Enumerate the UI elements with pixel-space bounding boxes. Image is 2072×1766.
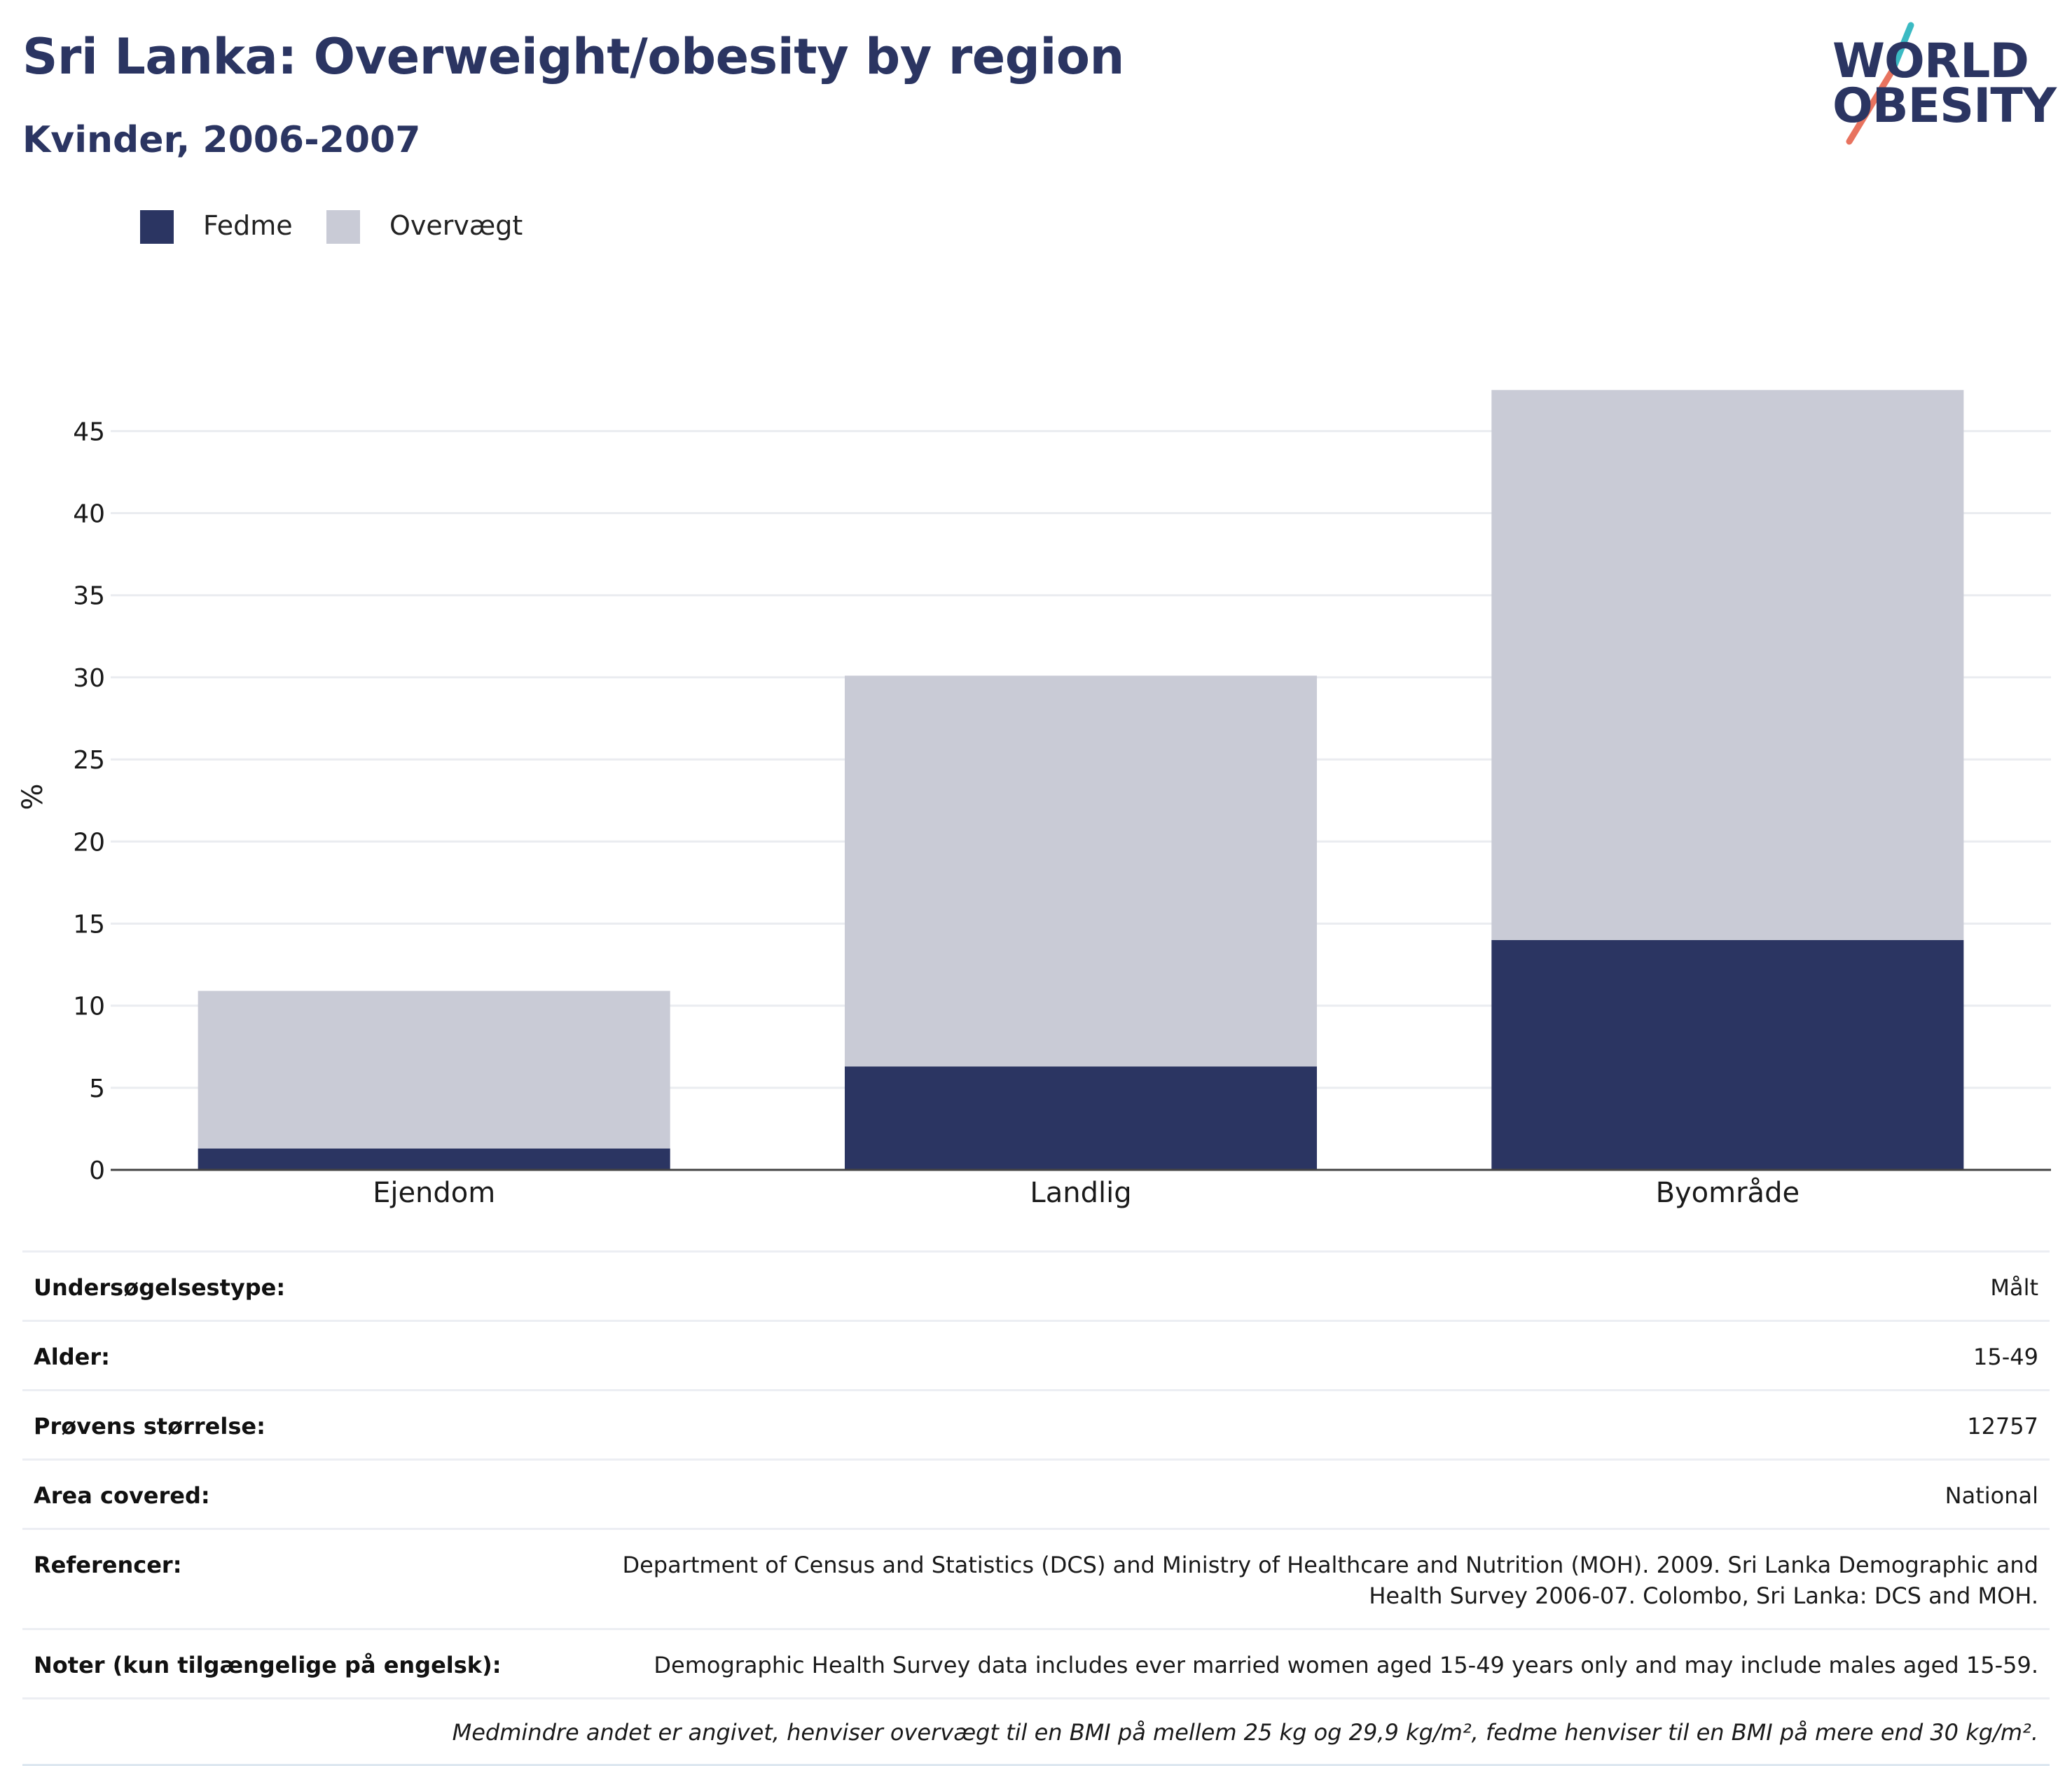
info-value: 15-49 (1973, 1344, 2038, 1370)
info-row: Alder: 15-49 (22, 1320, 2050, 1389)
info-key: Prøvens størrelse: (34, 1413, 265, 1440)
y-tick-label: 40 (73, 500, 105, 529)
world-obesity-logo: WORLD OBESITY (1828, 21, 2059, 147)
info-row: Area covered: National (22, 1458, 2050, 1528)
y-tick-label: 5 (89, 1075, 105, 1103)
info-value: National (1945, 1482, 2038, 1509)
y-tick-label: 20 (73, 828, 105, 857)
bar-fedme-0[interactable] (198, 1148, 670, 1170)
x-tick-labels: Ejendom Landlig Byområde (373, 1177, 1800, 1209)
info-row: Prøvens størrelse: 12757 (22, 1389, 2050, 1458)
y-tick-label: 35 (73, 582, 105, 611)
info-key: Noter (kun tilgængelige på engelsk): (34, 1652, 502, 1678)
info-value: Målt (1990, 1274, 2038, 1301)
y-tick-label: 0 (89, 1157, 105, 1185)
info-value: Demographic Health Survey data includes … (654, 1652, 2038, 1678)
info-row: Referencer: Department of Census and Stat… (22, 1528, 2050, 1628)
bar-fedme-1[interactable] (844, 1066, 1318, 1170)
chart-subtitle: Kvinder, 2006-2007 (22, 119, 421, 161)
legend-label-fedme: Fedme (203, 210, 293, 241)
info-key: Alder: (34, 1344, 110, 1370)
legend-label-overvaegt: Overvægt (389, 210, 523, 241)
definition-footnote: Medmindre andet er angivet, henviser ove… (22, 1697, 2050, 1766)
logo-text-obesity: OBESITY (1832, 78, 2057, 134)
y-tick-label: 15 (73, 910, 105, 939)
logo-text-world: WORLD (1832, 34, 2029, 89)
x-tick-label: Landlig (1030, 1177, 1131, 1209)
bar-overv-gt-0[interactable] (198, 991, 670, 1149)
info-value: 12757 (1967, 1413, 2038, 1440)
info-key: Undersøgelsestype: (34, 1274, 286, 1301)
bars (198, 389, 1964, 1170)
x-tick-label: Byområde (1656, 1177, 1800, 1209)
y-tick-labels: 0 5 10 15 20 25 30 35 40 45 (73, 418, 105, 1185)
info-value: Department of Census and Statistics (DCS… (622, 1552, 2038, 1609)
stacked-bar-chart: 0 5 10 15 20 25 30 35 40 45 Ejendom Landlig Byområd… (17, 389, 2051, 1209)
y-tick-label: 10 (73, 993, 105, 1021)
bar-fedme-2[interactable] (1491, 939, 1964, 1170)
logo-slash-icon (1846, 22, 1914, 145)
bar-overv-gt-1[interactable] (844, 675, 1318, 1067)
bar-overv-gt-2[interactable] (1491, 389, 1964, 940)
x-tick-label: Ejendom (373, 1177, 495, 1209)
chart-title: Sri Lanka: Overweight/obesity by region (22, 28, 1124, 85)
info-key: Referencer: (34, 1552, 182, 1578)
info-row: Noter (kun tilgængelige på engelsk): Demo… (22, 1628, 2050, 1697)
y-tick-label: 30 (73, 664, 105, 693)
y-axis-label: % (17, 783, 49, 810)
y-tick-label: 45 (73, 418, 105, 446)
legend-swatch-fedme (140, 210, 174, 244)
info-row: Undersøgelsestype: Målt (22, 1250, 2050, 1320)
survey-info-table: Undersøgelsestype: Målt Alder: 15-49 Prøvens… (22, 1250, 2050, 1766)
legend-swatch-overvaegt (326, 210, 360, 244)
y-tick-label: 25 (73, 746, 105, 775)
info-key: Area covered: (34, 1482, 210, 1509)
